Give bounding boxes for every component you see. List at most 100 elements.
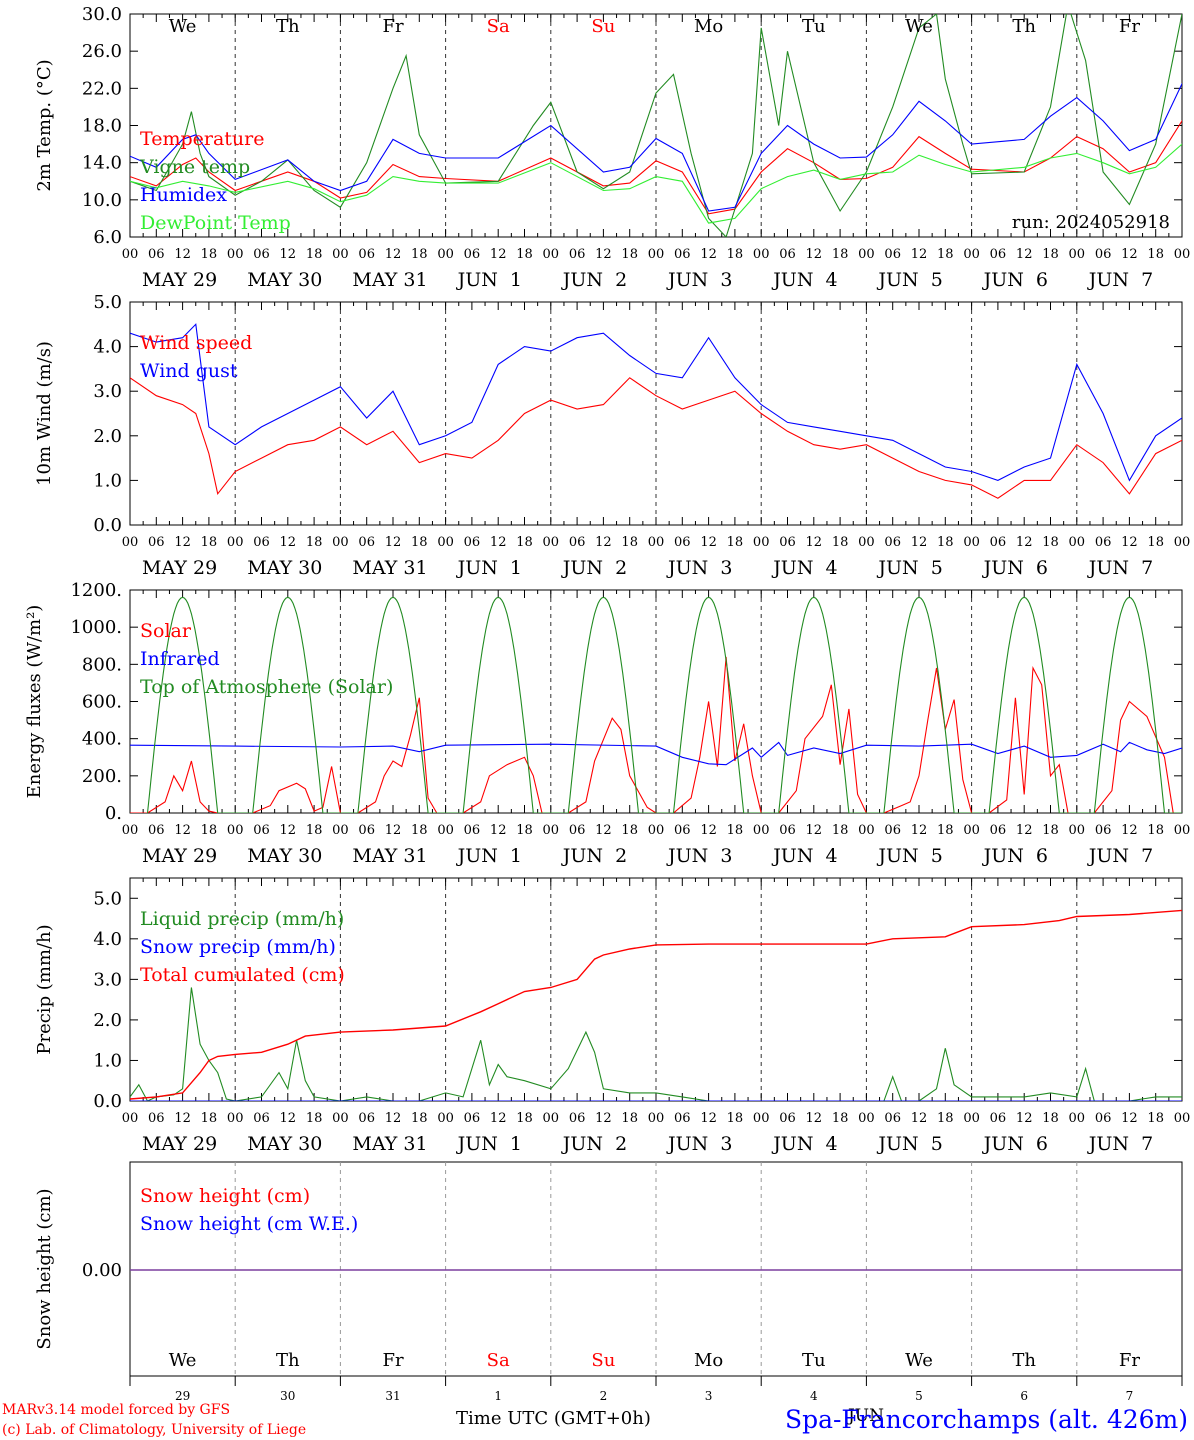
hour-label: 06 xyxy=(253,1111,270,1126)
date-label: JUN 6 xyxy=(982,557,1048,579)
hour-label: 12 xyxy=(174,1111,191,1126)
date-label: JUN 2 xyxy=(561,557,627,579)
hour-label: 18 xyxy=(411,247,428,262)
hour-label: 00 xyxy=(858,1111,875,1126)
hour-label: 18 xyxy=(937,247,954,262)
hour-label: 00 xyxy=(437,247,454,262)
hour-label: 18 xyxy=(306,535,323,550)
y-tick-label: 0.0 xyxy=(93,515,122,536)
hour-label: 06 xyxy=(569,823,586,838)
series-line-wind-speed xyxy=(130,377,1182,499)
hour-label: 18 xyxy=(1147,1111,1164,1126)
hour-label: 06 xyxy=(990,1111,1007,1126)
hour-label: 00 xyxy=(437,823,454,838)
hour-label: 12 xyxy=(911,535,928,550)
date-label: JUN 1 xyxy=(456,845,522,867)
hour-label: 06 xyxy=(1095,1111,1112,1126)
day-name: Tu xyxy=(802,1350,826,1371)
y-axis-label: Precip (mm/h) xyxy=(34,924,55,1054)
panel-precip: 0.0 1.0 2.0 3.0 4.0 5.0 Precip (mm/h) Liquid pr… xyxy=(34,877,1190,1155)
hour-label: 00 xyxy=(332,247,349,262)
legend-entry: Wind speed xyxy=(140,332,252,354)
hour-label: 12 xyxy=(595,247,612,262)
day-number: 31 xyxy=(385,1389,400,1403)
series-line-vigne-temp xyxy=(130,14,1182,237)
hour-label: 18 xyxy=(727,823,744,838)
hour-label: 06 xyxy=(464,535,481,550)
hour-label: 18 xyxy=(306,823,323,838)
legend-entry: Snow height (cm W.E.) xyxy=(140,1213,358,1235)
hour-label: 06 xyxy=(1095,823,1112,838)
hour-label: 12 xyxy=(280,247,297,262)
hour-label: 06 xyxy=(253,535,270,550)
y-tick-label: 0.0 xyxy=(93,1091,122,1112)
hour-label: 06 xyxy=(569,535,586,550)
hour-label: 06 xyxy=(779,535,796,550)
legend-entry: Temperature xyxy=(140,128,264,150)
day-number: 3 xyxy=(705,1389,713,1403)
day-name: Fr xyxy=(1119,1350,1140,1371)
hour-label: 12 xyxy=(1016,1111,1033,1126)
hour-label: 00 xyxy=(858,247,875,262)
series-line-liquid-precip-mm-h- xyxy=(130,987,1182,1101)
date-label: JUN 1 xyxy=(456,557,522,579)
y-tick-label: 3.0 xyxy=(93,969,122,990)
hour-label: 12 xyxy=(1121,1111,1138,1126)
hour-label: 18 xyxy=(411,1111,428,1126)
day-name: We xyxy=(905,1350,933,1371)
hour-label: 12 xyxy=(280,535,297,550)
legend-entry: DewPoint Temp xyxy=(140,212,291,234)
y-tick-label: 30.0 xyxy=(82,4,122,25)
date-label: MAY 31 xyxy=(352,269,427,291)
date-label: JUN 6 xyxy=(982,845,1048,867)
hour-label: 18 xyxy=(306,1111,323,1126)
day-number: 7 xyxy=(1126,1389,1134,1403)
legend-entry: Infrared xyxy=(140,648,220,670)
hour-label: 00 xyxy=(122,535,139,550)
hour-label: 12 xyxy=(385,823,402,838)
day-name: Sa xyxy=(487,16,510,37)
y-axis-label: Snow height (cm) xyxy=(34,1188,55,1349)
y-tick-label: 2.0 xyxy=(93,1010,122,1031)
hour-label: 00 xyxy=(332,1111,349,1126)
hour-label: 06 xyxy=(990,535,1007,550)
hour-label: 00 xyxy=(1069,535,1086,550)
y-tick-label: 6.0 xyxy=(93,227,122,248)
day-name: We xyxy=(169,16,197,37)
date-label: JUN 4 xyxy=(771,1133,837,1155)
hour-label: 00 xyxy=(332,535,349,550)
day-name: We xyxy=(169,1350,197,1371)
y-tick-label: 200. xyxy=(82,766,122,787)
hour-label: 06 xyxy=(779,823,796,838)
hour-label: 12 xyxy=(174,247,191,262)
day-name: Th xyxy=(276,16,300,37)
hour-label: 00 xyxy=(648,1111,665,1126)
date-label: MAY 29 xyxy=(142,269,217,291)
hour-label: 18 xyxy=(621,247,638,262)
hour-label: 18 xyxy=(621,823,638,838)
hour-label: 12 xyxy=(911,823,928,838)
series-line-temperature xyxy=(130,120,1182,215)
hour-label: 00 xyxy=(437,535,454,550)
date-label: MAY 31 xyxy=(352,1133,427,1155)
hour-label: 12 xyxy=(174,535,191,550)
day-name: We xyxy=(905,16,933,37)
legend-entry: Humidex xyxy=(140,184,227,206)
hour-label: 00 xyxy=(1174,247,1191,262)
hour-label: 12 xyxy=(1016,535,1033,550)
hour-label: 18 xyxy=(1042,823,1059,838)
date-label: JUN 3 xyxy=(666,1133,732,1155)
date-label: JUN 1 xyxy=(456,269,522,291)
hour-label: 00 xyxy=(543,1111,560,1126)
day-number: 2 xyxy=(600,1389,608,1403)
hour-label: 06 xyxy=(148,247,165,262)
y-tick-label: 14.0 xyxy=(82,153,122,174)
day-name: Tu xyxy=(802,16,826,37)
y-tick-label: 800. xyxy=(82,654,122,675)
y-tick-label: 1.0 xyxy=(93,1050,122,1071)
credit-line-1: MARv3.14 model forced by GFS xyxy=(2,1402,230,1418)
hour-label: 18 xyxy=(516,535,533,550)
hour-label: 18 xyxy=(516,823,533,838)
day-name: Su xyxy=(591,1350,615,1371)
hour-label: 18 xyxy=(201,247,218,262)
